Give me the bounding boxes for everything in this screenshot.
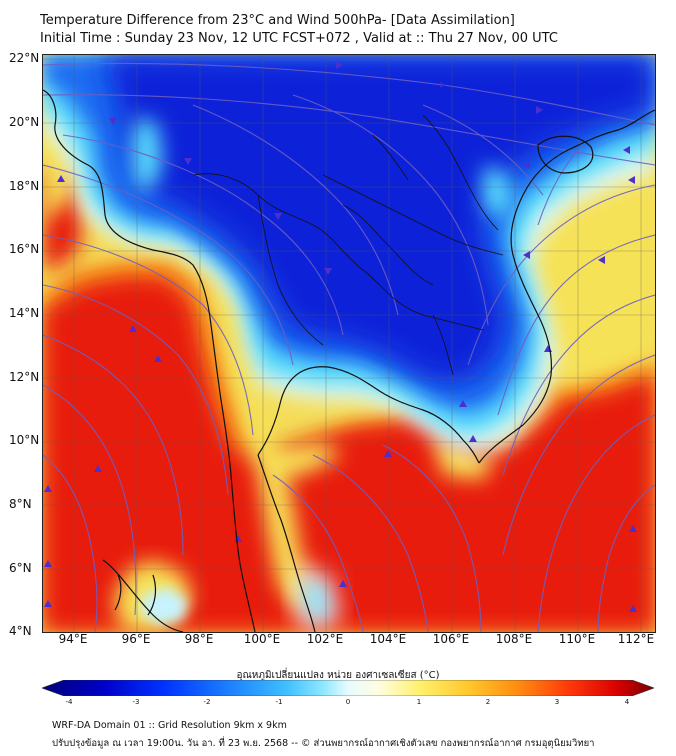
colorbar: [41, 679, 655, 697]
lon-label-112: 112°E: [617, 632, 655, 646]
grid-lines: [43, 55, 655, 632]
lon-label-94: 94°E: [58, 632, 88, 646]
lat-label-22: 22°N: [9, 51, 40, 65]
lon-label-110: 110°E: [558, 632, 596, 646]
colorbar-tick: -1: [275, 698, 283, 706]
colorbar-tick: 0: [345, 698, 351, 706]
lat-label-4: 4°N: [9, 624, 32, 638]
lat-label-18: 18°N: [9, 179, 40, 193]
colorbar-tick: -4: [65, 698, 73, 706]
lon-label-106: 106°E: [432, 632, 470, 646]
lon-label-100: 100°E: [243, 632, 281, 646]
colorbar-tick: 1: [416, 698, 422, 706]
map-panel[interactable]: [42, 54, 656, 633]
coastlines: [43, 89, 655, 632]
wind-arrows: [44, 61, 637, 612]
lon-label-96: 96°E: [121, 632, 151, 646]
lat-label-12: 12°N: [9, 370, 40, 384]
lon-label-104: 104°E: [369, 632, 407, 646]
colorbar-tick: -2: [203, 698, 211, 706]
colorbar-tick: 4: [624, 698, 630, 706]
colorbar-gradient: [41, 679, 655, 697]
lon-label-98: 98°E: [184, 632, 214, 646]
footer-update-info: ปรับปรุงข้อมูล ณ เวลา 19:00น. วัน อา. ที…: [52, 738, 595, 749]
map-title: Temperature Difference from 23°C and Win…: [40, 12, 558, 48]
colorbar-tick: -3: [132, 698, 140, 706]
footer-model-info: WRF-DA Domain 01 :: Grid Resolution 9km …: [52, 720, 287, 731]
lon-label-108: 108°E: [495, 632, 533, 646]
lat-label-10: 10°N: [9, 433, 40, 447]
lat-label-8: 8°N: [9, 497, 32, 511]
temperature-field: [43, 55, 655, 632]
lat-label-16: 16°N: [9, 242, 40, 256]
title-line-1: Temperature Difference from 23°C and Win…: [40, 13, 515, 28]
lat-label-6: 6°N: [9, 561, 32, 575]
wind-streamlines: [43, 62, 655, 632]
colorbar-title: อุณหภูมิเปลี่ยนแปลง หน่วย องศาเซลเซียส (…: [236, 670, 440, 681]
lon-label-102: 102°E: [306, 632, 344, 646]
map-canvas[interactable]: [43, 55, 655, 632]
colorbar-tick: 2: [485, 698, 491, 706]
lat-label-20: 20°N: [9, 115, 40, 129]
lat-label-14: 14°N: [9, 306, 40, 320]
colorbar-tick: 3: [554, 698, 560, 706]
title-line-2: Initial Time : Sunday 23 Nov, 12 UTC FCS…: [40, 31, 558, 46]
